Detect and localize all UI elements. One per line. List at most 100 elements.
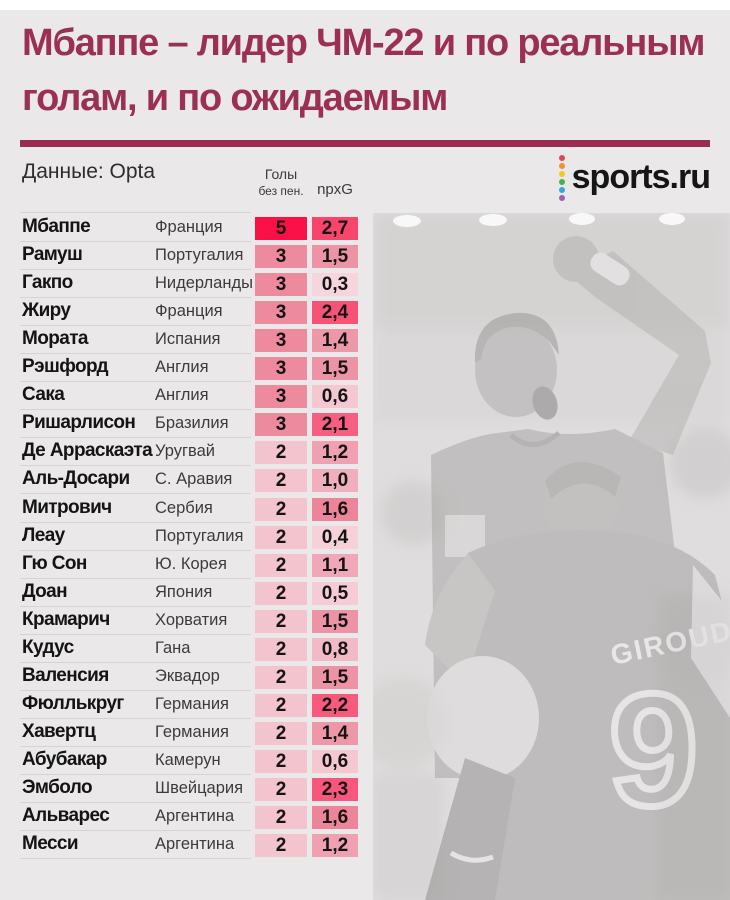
goals-value-cell: 2 — [255, 553, 307, 577]
title-divider — [20, 140, 710, 147]
player-country: Португалия — [155, 246, 244, 265]
player-name: Сака — [22, 384, 65, 406]
row-separator — [20, 493, 251, 495]
logo-dot — [558, 171, 565, 177]
goals-value-cell: 2 — [255, 581, 307, 605]
row-separator — [20, 745, 251, 747]
goals-value-cell: 2 — [255, 469, 307, 493]
logo-dot — [558, 187, 565, 193]
goals-value-cell: 2 — [255, 609, 307, 633]
players-figures: GIROUD 9 — [425, 236, 730, 900]
player-name: Доан — [22, 580, 68, 602]
npxg-value-cell: 1,4 — [312, 721, 358, 745]
player-country: Германия — [155, 722, 229, 741]
player-country: Ю. Корея — [155, 554, 227, 573]
logo-dot — [558, 155, 565, 161]
table-row: Гакпо Нидерланды 3 0,3 — [0, 269, 373, 299]
table-row: Эмболо Швейцария 2 2,3 — [0, 774, 373, 803]
player-name: Гакпо — [22, 272, 73, 294]
npxg-value-cell: 1,4 — [312, 329, 358, 353]
goals-value-cell: 3 — [255, 385, 307, 409]
goals-value-cell: 2 — [255, 834, 307, 858]
goals-value-cell: 3 — [255, 329, 307, 353]
row-separator — [20, 269, 251, 271]
row-separator — [20, 717, 251, 719]
npxg-value-cell: 0,6 — [312, 749, 358, 773]
column-header-npxg: npxG — [317, 181, 353, 198]
npxg-value-cell: 0,8 — [312, 637, 358, 661]
goals-value-cell: 5 — [255, 217, 307, 240]
table-top-separator — [20, 212, 251, 213]
player-country: Франция — [155, 302, 223, 321]
table-row: Крамарич Хорватия 2 1,5 — [0, 606, 373, 635]
mbappe-sock — [425, 758, 515, 900]
floodlights — [393, 213, 685, 227]
row-separator — [20, 773, 251, 775]
npxg-value-cell: 1,6 — [312, 806, 358, 830]
giroud-jersey-back — [468, 529, 730, 900]
npxg-value-cell: 1,2 — [312, 441, 358, 465]
row-separator — [20, 633, 251, 635]
logo-dot — [558, 179, 565, 185]
table-row: Сака Англия 3 0,6 — [0, 381, 373, 411]
player-name: Аль-Досари — [22, 468, 130, 490]
player-country: Испания — [155, 330, 221, 349]
goals-value-cell: 2 — [255, 637, 307, 661]
goals-value-cell: 3 — [255, 357, 307, 381]
player-country: Нидерланды — [155, 274, 253, 293]
mbappe-shorts — [427, 656, 539, 780]
player-name: Альварес — [22, 805, 110, 827]
player-country: Уругвай — [155, 442, 215, 461]
player-country: Англия — [155, 358, 209, 377]
table-row: Леау Португалия 2 0,4 — [0, 522, 373, 551]
wristband — [590, 252, 630, 286]
goals-value-cell: 2 — [255, 778, 307, 801]
row-separator — [20, 802, 251, 803]
player-name: Рамуш — [22, 244, 83, 266]
table-row: Валенсия Эквадор 2 1,5 — [0, 662, 373, 691]
row-separator — [20, 353, 251, 355]
table-row: Митрович Сербия 2 1,6 — [0, 494, 373, 523]
table-row: Гю Сон Ю. Корея 2 1,1 — [0, 550, 373, 579]
player-name: Валенсия — [22, 664, 109, 686]
npxg-value-cell: 1,1 — [312, 553, 358, 577]
column-header-goals-sub: без пен. — [258, 184, 304, 198]
player-name: Де Арраскаэта — [22, 440, 153, 462]
row-separator — [20, 325, 251, 327]
npxg-value-cell: 0,5 — [312, 581, 358, 605]
table-row: Фюллькруг Германия 2 2,2 — [0, 690, 373, 719]
player-name: Хавертц — [22, 720, 96, 742]
jersey-number-text: 9 — [609, 660, 698, 839]
player-name: Крамарич — [22, 608, 110, 630]
tattooed-arm — [425, 553, 495, 685]
table-row: Мбаппе Франция 5 2,7 — [0, 213, 373, 242]
table-row: Рэшфорд Англия 3 1,5 — [0, 353, 373, 383]
mbappe-hair — [474, 312, 559, 363]
player-name: Леау — [22, 524, 65, 546]
page-title: Мбаппе – лидер ЧМ-22 и по реальным голам… — [22, 16, 722, 126]
player-name: Ришарлисон — [22, 412, 136, 434]
goals-value-cell: 2 — [255, 693, 307, 717]
player-name: Месси — [22, 833, 79, 855]
row-separator — [20, 549, 251, 551]
player-name: Жиру — [22, 300, 71, 322]
row-separator — [20, 381, 251, 383]
player-country: Гана — [155, 638, 191, 657]
npxg-value-cell: 1,6 — [312, 497, 358, 521]
npxg-value-cell: 0,4 — [312, 525, 358, 549]
npxg-value-cell: 1,5 — [312, 245, 358, 269]
goals-value-cell: 2 — [255, 665, 307, 689]
npxg-value-cell: 1,5 — [312, 609, 358, 633]
npxg-value-cell: 2,2 — [312, 693, 358, 717]
logo-dots-icon — [558, 155, 565, 201]
table-row: Абубакар Камерун 2 0,6 — [0, 746, 373, 775]
player-country: Англия — [155, 386, 209, 405]
player-country: Аргентина — [155, 835, 235, 854]
goals-value-cell: 3 — [255, 413, 307, 437]
giroud-hair — [545, 461, 621, 499]
row-separator — [20, 605, 251, 607]
mbappe-fist — [553, 236, 599, 282]
player-name: Эмболо — [22, 777, 93, 798]
player-name: Фюллькруг — [22, 692, 124, 714]
npxg-value-cell: 2,1 — [312, 413, 358, 437]
